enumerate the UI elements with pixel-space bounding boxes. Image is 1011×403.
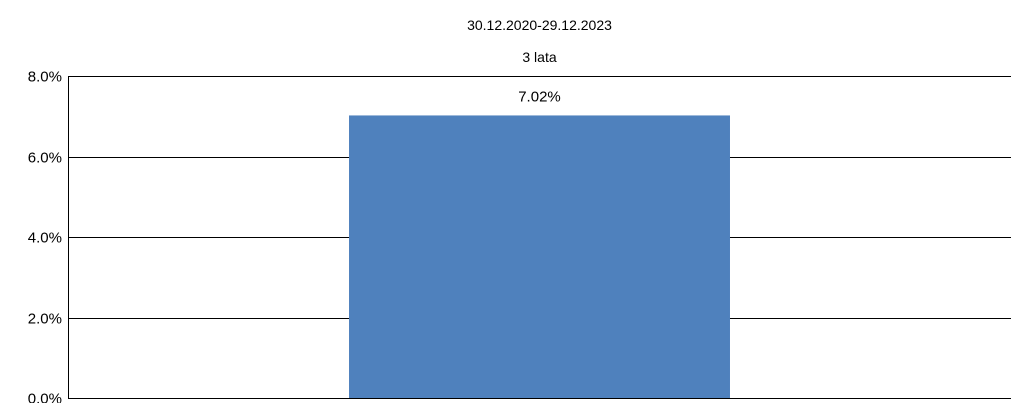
y-tick-label: 6.0% <box>28 150 62 167</box>
category-period-label: 3 lata <box>522 49 556 65</box>
category-date-range-label: 30.12.2020-29.12.2023 <box>467 17 612 33</box>
y-tick-label: 4.0% <box>28 230 62 247</box>
y-tick-label: 0.0% <box>28 391 62 403</box>
bar-data-label: 7.02% <box>518 88 561 105</box>
bar <box>349 115 730 398</box>
labels: 30.12.2020-29.12.2023 3 lata 0.0% 2.0% 4.0… <box>28 17 612 403</box>
y-tick-label: 8.0% <box>28 69 62 86</box>
bars <box>349 115 730 398</box>
y-tick-label: 2.0% <box>28 311 62 328</box>
